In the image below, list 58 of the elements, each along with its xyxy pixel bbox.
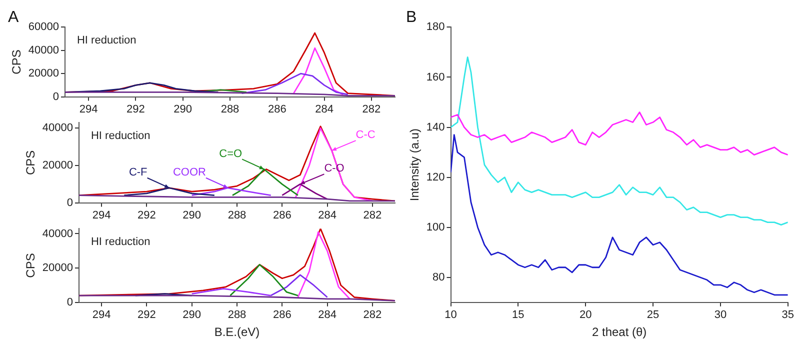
y-tick-label: 180: [426, 21, 445, 34]
x-tick-label: 288: [228, 309, 246, 322]
chart-title: A: [8, 9, 19, 26]
annotation: C-F: [128, 166, 148, 178]
y-axis-title: CPS: [10, 50, 24, 74]
y-axis-title: CPS: [24, 253, 38, 278]
y-tick-label: 20000: [42, 262, 73, 274]
y-tick-label: 20000: [28, 68, 59, 80]
x-tick-label: 15: [512, 309, 524, 322]
x-tick-label: 284: [318, 309, 336, 322]
x-axis-title: 2 theat (θ): [592, 325, 647, 340]
y-tick-label: 60000: [28, 21, 59, 34]
x-tick-label: 290: [182, 209, 202, 222]
x-tick-label: 20: [579, 309, 592, 322]
y-tick-label: 140: [426, 121, 445, 134]
chart-title: B: [406, 9, 417, 26]
x-tick-label: 288: [220, 103, 240, 116]
x-tick-label: 10: [444, 309, 457, 322]
y-tick-label: 0: [52, 90, 59, 103]
x-tick-label: 294: [92, 309, 111, 322]
y-tick-label: 40000: [42, 122, 73, 134]
x-tick-label: 292: [126, 103, 145, 116]
annotation: COOR: [172, 166, 206, 178]
x-tick-label: 292: [138, 209, 156, 222]
x-tick-label: 290: [182, 309, 202, 322]
x-tick-label: 292: [138, 309, 156, 322]
y-tick-label: 160: [426, 71, 445, 84]
x-tick-label: 290: [174, 103, 192, 116]
y-tick-label: 40000: [42, 228, 73, 240]
y-tick-label: 120: [426, 171, 445, 184]
y-tick-label: 0: [66, 196, 73, 209]
y-tick-label: 80: [432, 271, 445, 284]
annotation: HI reduction: [90, 130, 150, 142]
annotation: C=O: [219, 148, 243, 160]
x-tick-label: 282: [363, 309, 382, 322]
y-axis-title: CPS: [24, 150, 38, 176]
y-tick-label: 40000: [28, 44, 59, 56]
x-tick-label: 35: [782, 309, 794, 322]
y-tick-label: 100: [426, 221, 445, 234]
y-tick-label: 20000: [42, 160, 73, 172]
x-axis-title: B.E.(eV): [214, 325, 260, 340]
x-tick-label: 294: [92, 209, 111, 222]
x-tick-label: 286: [272, 309, 292, 322]
x-tick-label: 282: [362, 103, 381, 116]
x-tick-label: 286: [268, 103, 286, 116]
annotation: HI reduction: [76, 34, 136, 47]
x-tick-label: 288: [228, 209, 246, 222]
y-tick-label: 0: [66, 296, 73, 308]
x-tick-label: 284: [315, 103, 334, 116]
x-tick-label: 294: [79, 103, 98, 116]
y-axis-title: Intensity (a.u): [408, 128, 422, 202]
x-tick-label: 30: [714, 309, 727, 322]
x-tick-label: 282: [363, 209, 382, 222]
x-tick-label: 284: [318, 209, 336, 222]
annotation: HI reduction: [90, 236, 150, 248]
x-tick-label: 286: [272, 209, 292, 222]
x-tick-label: 25: [646, 309, 660, 322]
annotation: C-C: [356, 129, 376, 142]
